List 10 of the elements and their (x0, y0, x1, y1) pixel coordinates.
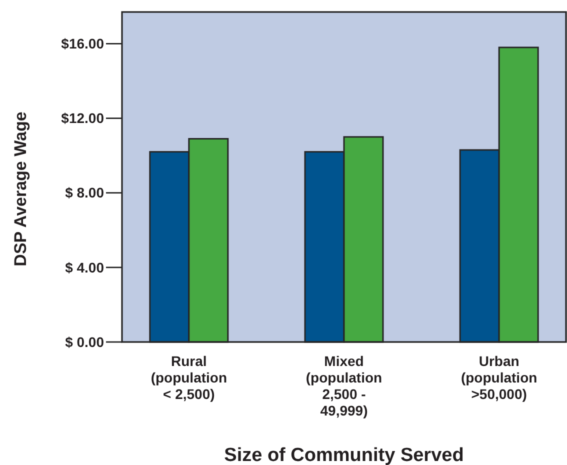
y-tick-label: $ 0.00 (65, 334, 104, 350)
y-tick-label: $ 8.00 (65, 184, 104, 201)
x-axis-title: Size of Community Served (224, 445, 464, 465)
y-axis-title: DSP Average Wage (11, 112, 30, 266)
x-tick-label: Urban (population >50,000) (460, 353, 538, 402)
x-tick-label: Rural (population < 2,500) (150, 353, 228, 402)
y-tick-label: $ 4.00 (65, 259, 104, 276)
y-tick-label: $16.00 (61, 36, 104, 52)
y-tick-label: $12.00 (61, 110, 104, 126)
x-tick-label: Mixed (population 2,500 - 49,999) (306, 353, 382, 418)
